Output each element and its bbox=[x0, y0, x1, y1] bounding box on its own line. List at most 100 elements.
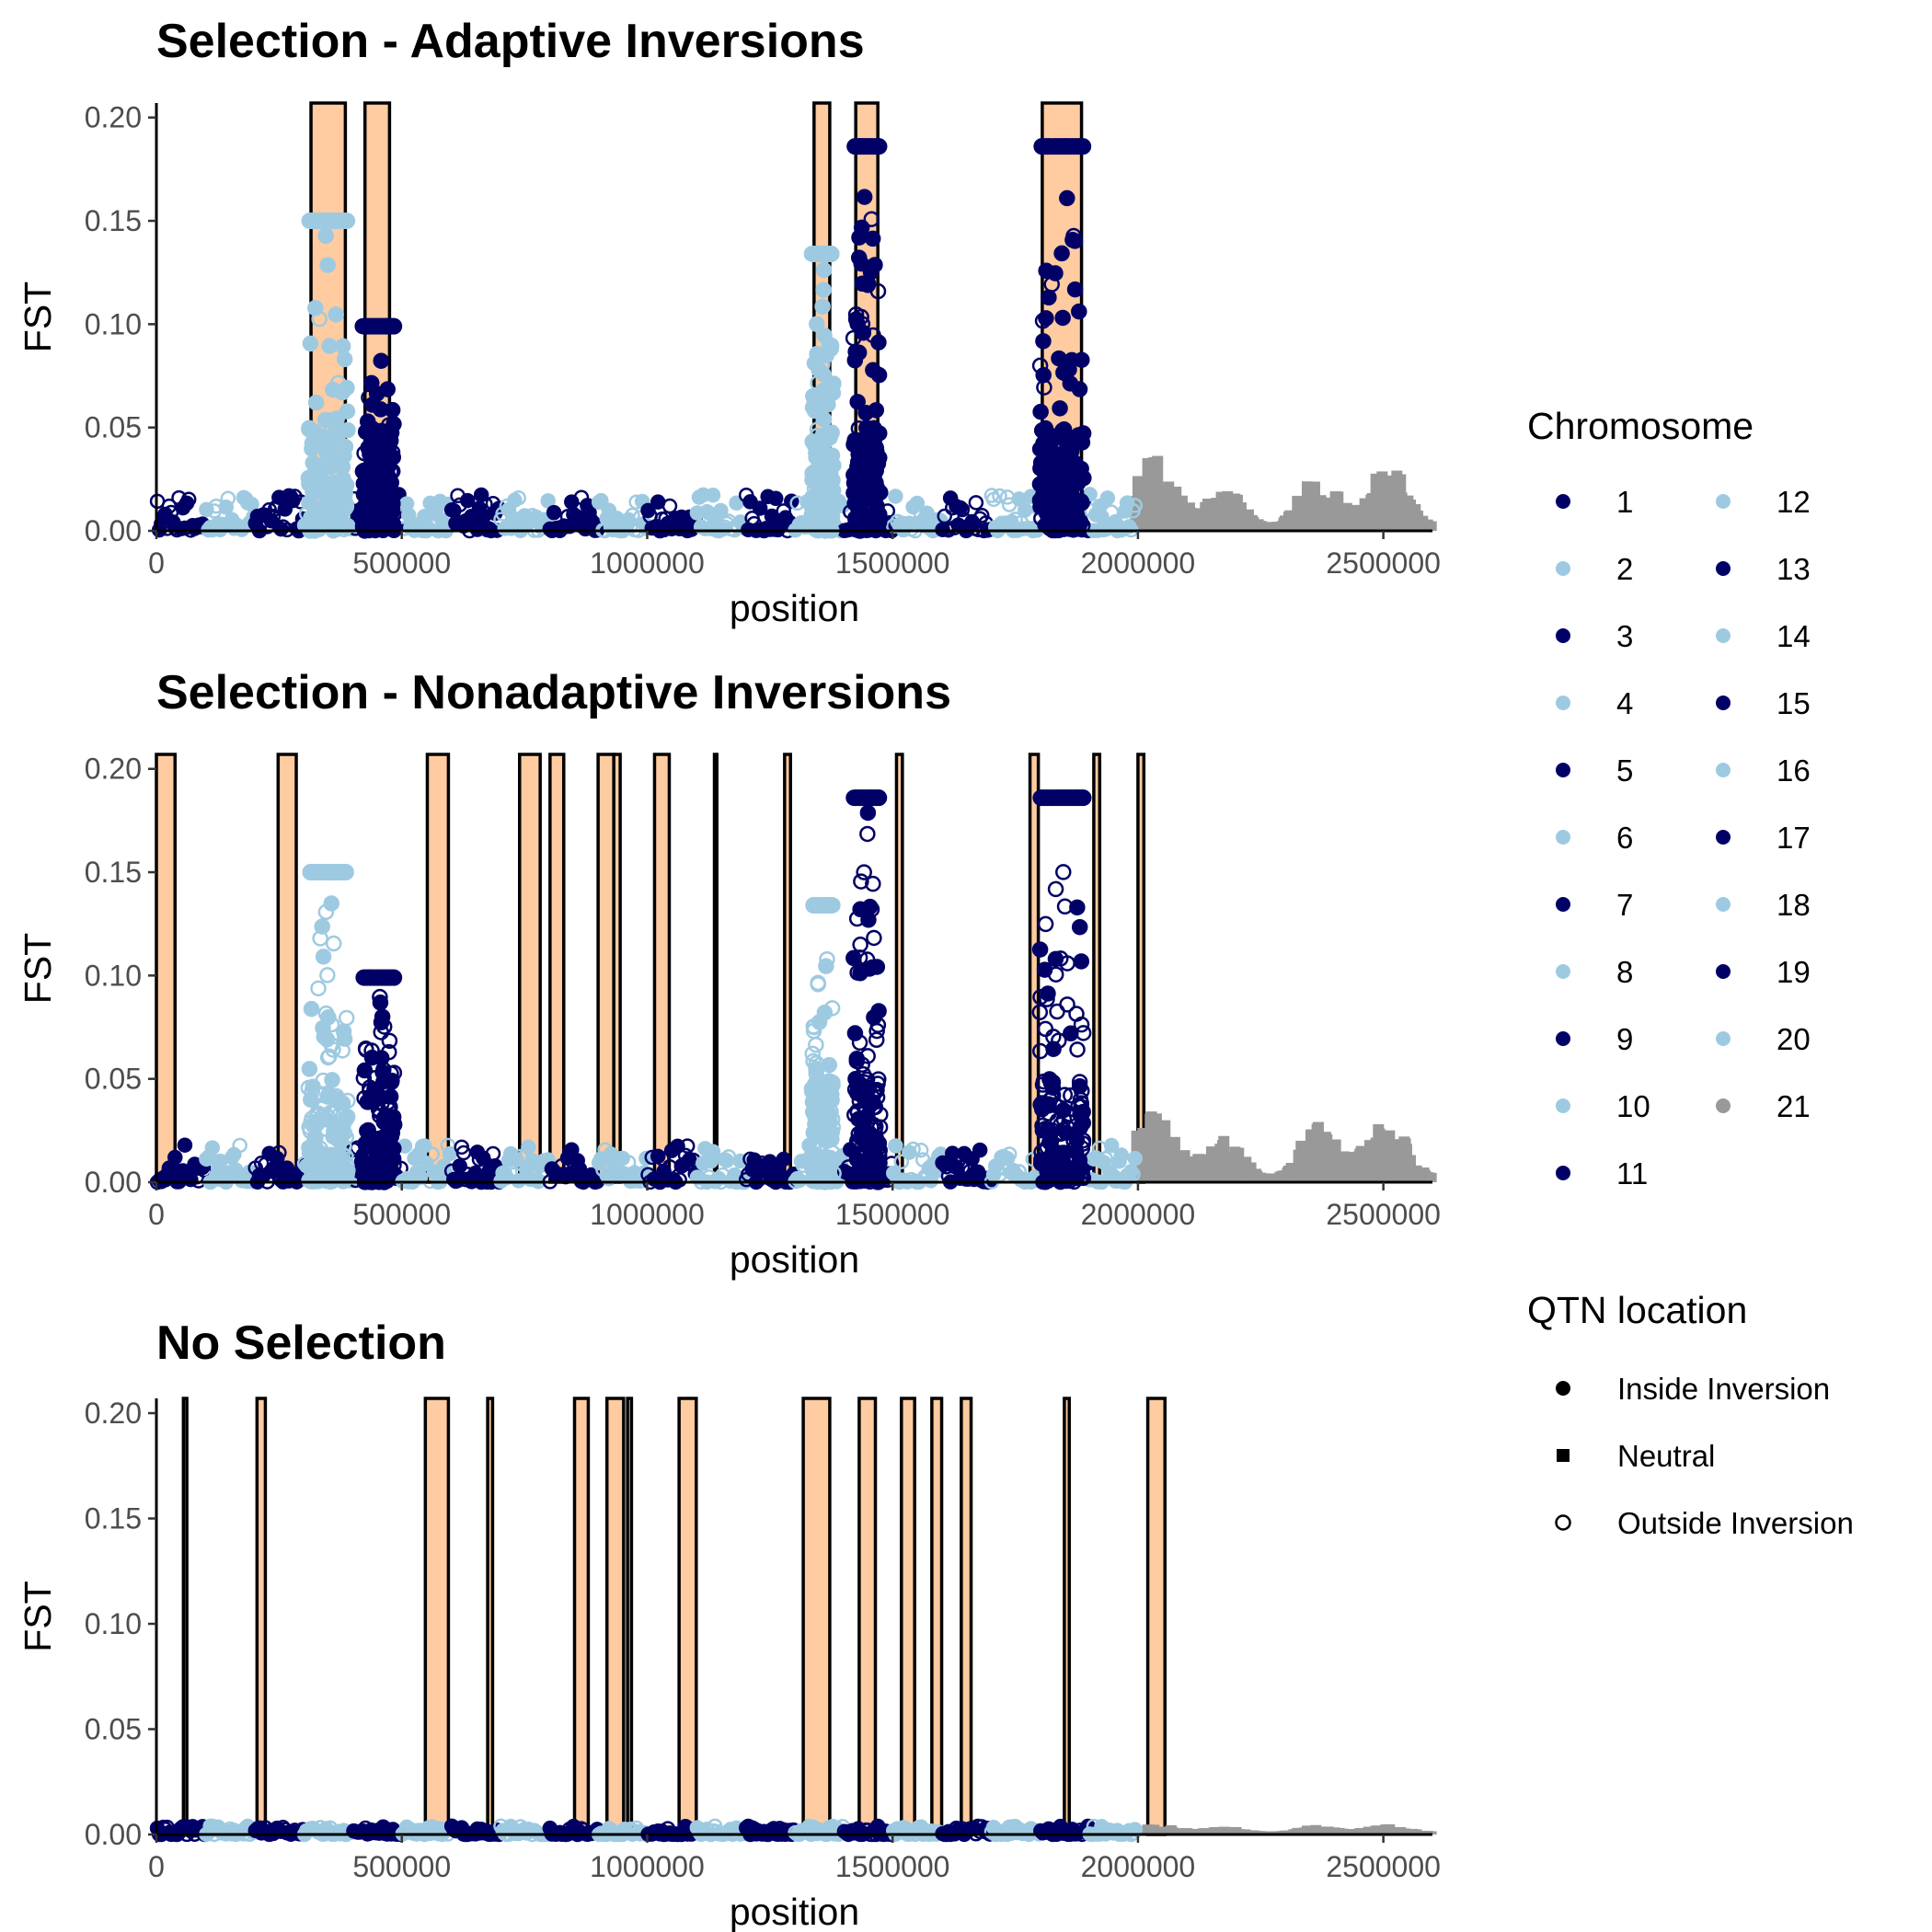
peak-point bbox=[323, 339, 337, 353]
peak-point bbox=[374, 1016, 388, 1029]
peak-point bbox=[330, 431, 344, 444]
inversion-region bbox=[1138, 754, 1144, 1182]
neutral-points bbox=[1128, 1111, 1437, 1182]
inversion-region bbox=[961, 1398, 972, 1834]
peak-point bbox=[1068, 282, 1082, 296]
legend-chromosome-label: 9 bbox=[1616, 1022, 1633, 1056]
legend-qtn-label: Neutral bbox=[1617, 1439, 1715, 1473]
peak-point bbox=[1064, 353, 1078, 367]
snp-point bbox=[1101, 491, 1114, 504]
legend-chromosome-label: 4 bbox=[1616, 686, 1633, 720]
inversion-region bbox=[932, 1398, 942, 1834]
peak-point bbox=[810, 451, 823, 465]
peak-points bbox=[846, 790, 887, 1189]
inversion-region bbox=[679, 1398, 696, 1834]
legend-chromosome-label: 13 bbox=[1777, 552, 1811, 586]
peak-point bbox=[1057, 1103, 1071, 1117]
peak-point bbox=[1076, 471, 1090, 485]
x-tick-label: 2000000 bbox=[1081, 1198, 1196, 1231]
peak-point bbox=[1056, 523, 1070, 536]
peak-point bbox=[1055, 247, 1069, 260]
peak-point bbox=[857, 866, 871, 880]
peak-point bbox=[381, 383, 395, 397]
inversion-region bbox=[902, 1398, 914, 1834]
peak-max-point bbox=[339, 865, 353, 880]
legend-qtn-label: Outside Inversion bbox=[1617, 1506, 1854, 1540]
peak-point bbox=[867, 931, 880, 945]
legend-chromosome-label: 18 bbox=[1777, 888, 1811, 922]
legend-chromosome-swatch bbox=[1716, 763, 1731, 777]
legend-chromosome-swatch bbox=[1556, 763, 1570, 777]
peak-point bbox=[338, 449, 351, 463]
peak-point bbox=[1061, 438, 1075, 452]
neutral-point bbox=[1426, 1173, 1437, 1182]
snp-point bbox=[220, 500, 233, 513]
snp-point bbox=[245, 498, 258, 511]
peak-point bbox=[1049, 454, 1063, 467]
peak-point bbox=[1039, 311, 1052, 325]
peak-point bbox=[868, 467, 881, 481]
legend-chromosome-swatch bbox=[1556, 897, 1570, 912]
legend-chromosome-label: 11 bbox=[1616, 1156, 1648, 1190]
peak-point bbox=[1041, 291, 1055, 305]
peak-points bbox=[846, 139, 887, 537]
legend-qtn-title: QTN location bbox=[1527, 1289, 1747, 1331]
x-tick-label: 1500000 bbox=[835, 546, 950, 580]
peak-point bbox=[313, 1173, 327, 1187]
legend-chromosome-label: 5 bbox=[1616, 753, 1633, 788]
peak-point bbox=[857, 190, 871, 204]
neutral-points bbox=[1128, 1824, 1437, 1834]
peak-point bbox=[1049, 882, 1063, 896]
peak-point bbox=[1038, 963, 1052, 977]
y-tick-label: 0.20 bbox=[85, 101, 142, 134]
legend-chromosome-label: 15 bbox=[1777, 686, 1811, 720]
panel-title: Selection - Adaptive Inversions bbox=[156, 15, 865, 68]
peak-points bbox=[1033, 790, 1090, 1189]
inversion-region bbox=[488, 1398, 492, 1834]
peak-point bbox=[1074, 1108, 1087, 1121]
peak-point bbox=[1033, 943, 1047, 957]
legend-chromosome-swatch bbox=[1556, 964, 1570, 979]
peak-point bbox=[848, 1027, 862, 1041]
peak-point bbox=[817, 283, 831, 297]
inversion-region bbox=[575, 1398, 589, 1834]
peak-max-point bbox=[871, 790, 886, 805]
peak-point bbox=[866, 232, 880, 246]
peak-point bbox=[313, 1156, 327, 1170]
inversion-region bbox=[1148, 1398, 1166, 1834]
peak-point bbox=[1033, 443, 1047, 456]
legend-chromosome-swatch bbox=[1556, 1098, 1570, 1113]
legend-chromosome-swatch bbox=[1716, 964, 1731, 979]
peak-point bbox=[1074, 514, 1087, 528]
peak-max-point bbox=[339, 213, 353, 228]
peak-point bbox=[329, 307, 343, 321]
peak-point bbox=[867, 454, 880, 467]
peak-point bbox=[816, 300, 830, 314]
legend-chromosome-swatch bbox=[1556, 830, 1570, 845]
peak-point bbox=[850, 467, 864, 481]
peak-point bbox=[818, 1006, 832, 1019]
peak-point bbox=[1056, 865, 1070, 879]
peak-point bbox=[854, 937, 868, 951]
x-tick-label: 0 bbox=[148, 1850, 165, 1883]
peak-point bbox=[825, 426, 839, 440]
peak-point bbox=[873, 486, 887, 500]
peak-point bbox=[846, 951, 860, 965]
peak-point bbox=[860, 827, 874, 841]
x-tick-label: 1500000 bbox=[835, 1850, 950, 1883]
legend-chromosome-swatch bbox=[1556, 696, 1570, 710]
peak-point bbox=[813, 1126, 827, 1140]
snp-point bbox=[454, 1159, 466, 1172]
snp-point bbox=[1018, 503, 1031, 516]
peak-point bbox=[1060, 191, 1074, 205]
y-tick-label: 0.20 bbox=[85, 1397, 142, 1430]
panel-1: Selection - Adaptive Inversions 0.00 0.05 0… bbox=[17, 15, 1441, 629]
neutral-points bbox=[1128, 456, 1437, 531]
peak-point bbox=[1056, 311, 1070, 325]
inversion-region bbox=[156, 754, 175, 1182]
x-tick-label: 2500000 bbox=[1326, 1850, 1441, 1883]
legend-chromosome-label: 19 bbox=[1777, 955, 1811, 989]
peak-point bbox=[385, 403, 399, 417]
neutral-point bbox=[1426, 522, 1437, 531]
legend-qtn-swatch bbox=[1556, 1381, 1570, 1396]
